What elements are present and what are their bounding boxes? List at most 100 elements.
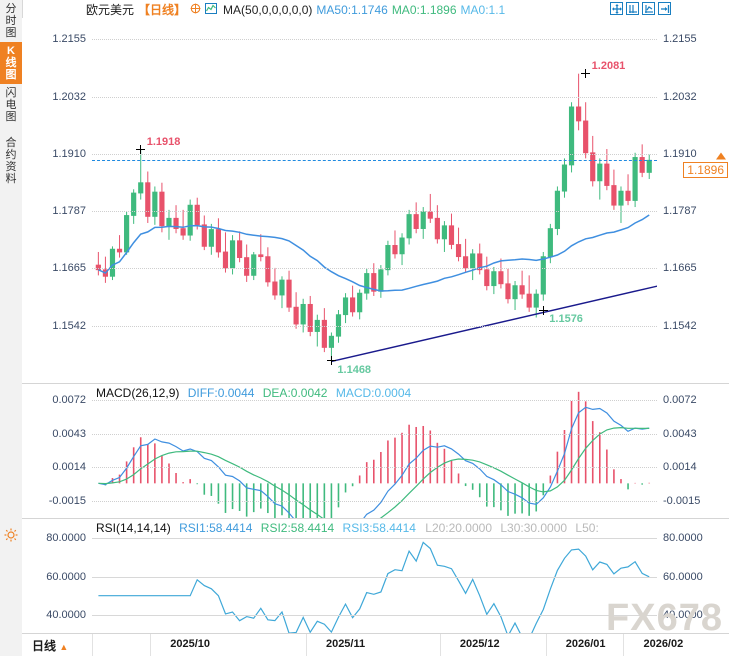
last-price-line bbox=[92, 160, 657, 162]
price-plot-area[interactable]: 1.1918 1.2081 1.1468 1.1576 bbox=[92, 18, 664, 383]
rsi-axis-left: 80.0000 60.0000 40.0000 bbox=[22, 519, 90, 634]
price-gridline bbox=[92, 211, 657, 213]
rsi-header: RSI(14,14,14) RSI1:58.4414 RSI2:58.4414 … bbox=[96, 521, 599, 535]
sun-icon[interactable] bbox=[4, 528, 18, 542]
rsi-l20: L20:20.0000 bbox=[425, 521, 492, 535]
ma-formula: MA(50,0,0,0,0,0) bbox=[223, 2, 313, 17]
price-tick-right: 1.2032 bbox=[663, 90, 697, 103]
rsi-gridline bbox=[92, 576, 657, 578]
low-marker-1-crosshair bbox=[326, 356, 336, 366]
rsi-gridline bbox=[92, 538, 657, 540]
rsi-axis-right: 80.0000 60.0000 40.0000 bbox=[657, 519, 729, 634]
x-axis-divider bbox=[305, 634, 307, 656]
macd-header: MACD(26,12,9) DIFF:0.0044 DEA:0.0042 MAC… bbox=[96, 386, 411, 400]
rsi-tick-left: 60.0000 bbox=[46, 570, 86, 583]
high-marker-1-label: 1.1918 bbox=[146, 135, 181, 148]
rsi-tick-right: 80.0000 bbox=[663, 532, 703, 545]
low-marker-1-label: 1.1468 bbox=[337, 363, 372, 376]
price-axis-left: 1.2155 1.2032 1.1910 1.1787 1.1665 1.1542 bbox=[22, 18, 90, 383]
high-marker-2-label: 1.2081 bbox=[591, 59, 626, 72]
panel-separator-1 bbox=[22, 383, 729, 384]
high-marker-1-crosshair bbox=[136, 145, 146, 155]
macd-gridline bbox=[92, 467, 657, 469]
rsi-tick-right: 40.0000 bbox=[663, 608, 703, 621]
x-axis-tick: 2026/01 bbox=[565, 638, 606, 650]
price-tick-right: 1.1542 bbox=[663, 319, 697, 332]
macd-axis-right: 0.0072 0.0043 0.0014 -0.0015 bbox=[657, 384, 729, 518]
macd-gridline bbox=[92, 500, 657, 502]
price-gridline bbox=[92, 325, 657, 327]
period-selector-button[interactable]: 日线 ▲ bbox=[32, 637, 68, 654]
price-tick-left: 1.1910 bbox=[52, 147, 86, 160]
macd-plot-area[interactable] bbox=[92, 384, 657, 543]
symbol-name: 欧元美元 bbox=[86, 3, 135, 17]
rsi-panel[interactable]: 80.0000 60.0000 40.0000 80.0000 60.0000 40.0… bbox=[22, 519, 729, 640]
sidebar-divider bbox=[0, 126, 22, 134]
rsi1-value: RSI1:58.4414 bbox=[179, 521, 253, 535]
period-label: 【日线】 bbox=[138, 3, 187, 17]
chart-toolbar bbox=[610, 2, 671, 15]
price-tick-left: 1.1787 bbox=[52, 205, 86, 218]
macd-tick-left: -0.0015 bbox=[48, 494, 86, 507]
move-tool-icon[interactable] bbox=[610, 2, 623, 15]
macd-tick-left: 0.0043 bbox=[52, 427, 86, 440]
sidebar-item-k-line-chart[interactable]: K线图 bbox=[0, 42, 22, 84]
last-price-tag: 1.1896 bbox=[683, 162, 728, 179]
macd-tick-right: 0.0043 bbox=[663, 427, 697, 440]
macd-tick-left: 0.0014 bbox=[52, 461, 86, 474]
ma0b-value: MA0:1.1 bbox=[460, 2, 506, 17]
rsi-tick-left: 40.0000 bbox=[46, 608, 86, 621]
x-axis-divider bbox=[92, 634, 93, 656]
left-sidebar: 分时图 K线图 闪电图 合约资料 bbox=[0, 0, 23, 656]
price-panel[interactable]: 1.2155 1.2032 1.1910 1.1787 1.1665 1.1542 1.2… bbox=[22, 18, 729, 383]
price-tick-right: 1.1787 bbox=[663, 205, 697, 218]
candlestick-chart bbox=[95, 73, 664, 363]
price-tick-left: 1.1542 bbox=[52, 319, 86, 332]
macd-panel[interactable]: 0.0072 0.0043 0.0014 -0.0015 0.0072 0.0043 0.… bbox=[22, 384, 729, 543]
period-selector-arrow: ▲ bbox=[59, 642, 69, 652]
macd-chart bbox=[98, 391, 651, 543]
ma50-value: MA50:1.1746 bbox=[316, 2, 388, 17]
price-gridline bbox=[92, 153, 657, 155]
rsi-chart bbox=[98, 541, 650, 640]
price-tick-left: 1.2155 bbox=[52, 33, 86, 46]
macd-axis-left: 0.0072 0.0043 0.0014 -0.0015 bbox=[22, 384, 90, 518]
x-axis-tick: 2025/11 bbox=[325, 638, 366, 650]
scale-tool-icon[interactable] bbox=[626, 2, 639, 15]
rsi-tick-left: 80.0000 bbox=[46, 532, 86, 545]
price-tick-right: 1.1910 bbox=[663, 147, 697, 160]
macd-tick-right: -0.0015 bbox=[663, 494, 701, 507]
crosshair-icon[interactable] bbox=[190, 3, 201, 17]
x-axis-divider bbox=[150, 634, 152, 656]
low-marker-2-crosshair bbox=[538, 305, 548, 315]
x-axis-divider bbox=[439, 634, 441, 656]
fit-tool-icon[interactable] bbox=[642, 2, 655, 15]
price-tick-right: 1.2155 bbox=[663, 33, 697, 46]
macd-title: MACD(26,12,9) bbox=[96, 386, 180, 400]
rsi2-value: RSI2:58.4414 bbox=[260, 521, 335, 535]
price-gridline bbox=[92, 96, 657, 98]
rsi3-value: RSI3:58.4414 bbox=[342, 521, 416, 535]
sidebar-item-time-chart[interactable]: 分时图 bbox=[5, 3, 17, 39]
macd-tick-left: 0.0072 bbox=[52, 394, 86, 407]
period-selector-label: 日线 bbox=[32, 639, 57, 653]
price-gridline bbox=[92, 268, 657, 270]
rsi-gridline bbox=[92, 614, 657, 616]
sidebar-item-lightning-chart[interactable]: 闪电图 bbox=[5, 87, 17, 123]
rsi-plot-area[interactable] bbox=[92, 519, 657, 640]
macd-value: MACD:0.0004 bbox=[335, 386, 412, 400]
x-axis-tick: 2026/02 bbox=[643, 638, 684, 650]
sidebar-item-contract-info[interactable]: 合约资料 bbox=[5, 137, 17, 185]
macd-gridline bbox=[92, 400, 657, 402]
export-tool-icon[interactable] bbox=[658, 2, 671, 15]
low-marker-2-label: 1.1576 bbox=[549, 313, 583, 325]
chart-indicator-icon[interactable] bbox=[205, 2, 218, 17]
x-axis-divider bbox=[623, 634, 625, 656]
macd-tick-right: 0.0014 bbox=[663, 461, 697, 474]
panel-separator-2 bbox=[22, 518, 729, 519]
macd-diff: DIFF:0.0044 bbox=[187, 386, 255, 400]
price-gridline bbox=[92, 39, 657, 41]
rsi-l30: L30:30.0000 bbox=[500, 521, 568, 535]
macd-dea: DEA:0.0042 bbox=[262, 386, 328, 400]
